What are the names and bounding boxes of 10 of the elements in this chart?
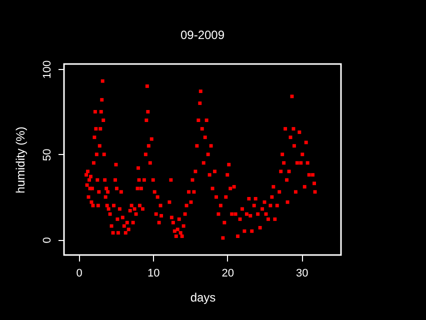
y-tick-label: 0 — [42, 237, 54, 244]
chart-title: 09-2009 — [180, 28, 225, 42]
x-axis-title: days — [190, 290, 216, 304]
x-tick-label: 10 — [147, 268, 160, 280]
x-tick-label: 20 — [222, 268, 234, 280]
y-axis-title: humidity (%) — [14, 126, 28, 194]
x-tick-label: 0 — [76, 268, 82, 280]
y-tick-label: 50 — [42, 148, 54, 162]
y-tick-label: 100 — [42, 60, 54, 79]
x-tick-label: 30 — [296, 268, 308, 280]
